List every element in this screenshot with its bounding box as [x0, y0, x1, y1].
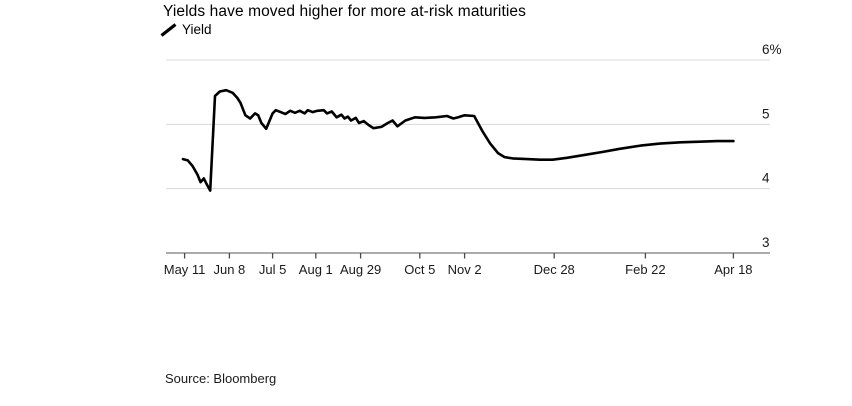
x-tick-label: Dec 28: [534, 262, 575, 277]
y-tick-label: 4: [762, 171, 770, 186]
legend-label: Yield: [182, 22, 212, 37]
x-tick-label: May 11: [164, 262, 206, 277]
y-tick-label: 3: [762, 235, 770, 250]
source-text: Source: Bloomberg: [165, 371, 277, 386]
x-tick-label: Aug 1: [299, 262, 333, 277]
x-tick-label: Aug 29: [340, 262, 381, 277]
x-tick-label: Jul 5: [259, 262, 286, 277]
y-tick-label: 5: [762, 106, 770, 121]
x-tick-label: Jun 8: [213, 262, 245, 277]
x-tick-label: Feb 22: [625, 262, 665, 277]
chart-title: Yields have moved higher for more at-ris…: [163, 3, 526, 20]
legend: Yield: [160, 22, 212, 37]
x-tick-label: Nov 2: [448, 262, 482, 277]
x-tick-label: Oct 5: [404, 262, 435, 277]
y-tick-label: 6%: [762, 42, 782, 57]
yield-series-line: [181, 88, 735, 192]
x-tick-label: Apr 18: [714, 262, 752, 277]
yield-series-key-icon: [160, 22, 177, 37]
